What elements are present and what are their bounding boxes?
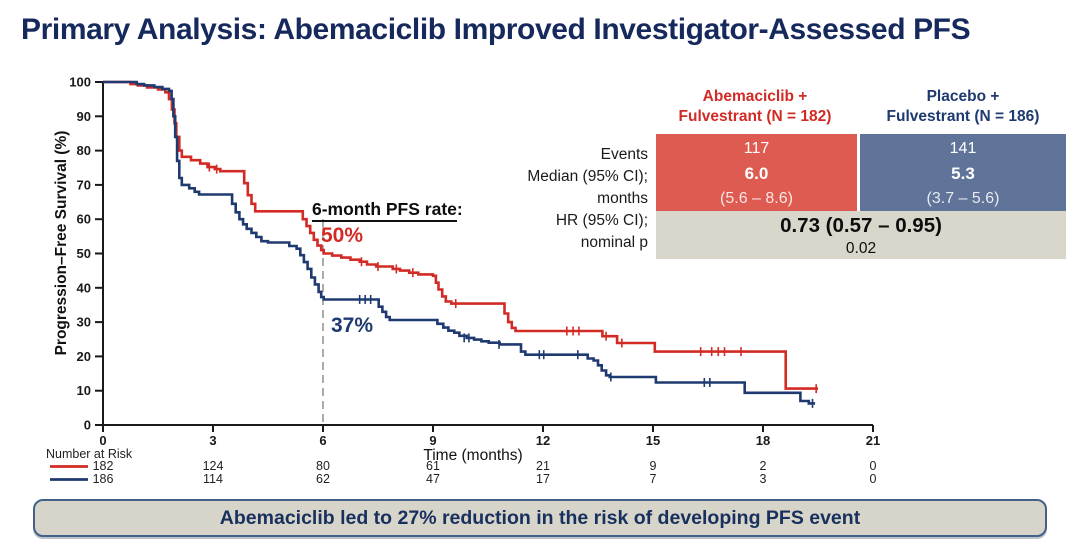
risk-count: 7 — [650, 472, 657, 486]
six-month-pfs-annotation: 6-month PFS rate: — [312, 199, 463, 222]
placebo-events: 141 — [949, 140, 977, 157]
conclusion-banner: Abemaciclib led to 27% reduction in the … — [33, 499, 1047, 537]
table-header-abemaciclib-line1: Abemaciclib + — [702, 88, 808, 105]
abemaciclib-data-cell: 117 6.0 (5.6 – 8.6) — [656, 134, 857, 211]
x-tick-label: 6 — [319, 433, 326, 448]
abemaciclib-median: 6.0 — [744, 164, 769, 183]
abemaciclib-events: 117 — [743, 140, 770, 157]
risk-count: 114 — [203, 472, 223, 486]
abemaciclib-median-ci: (5.6 – 8.6) — [720, 190, 793, 207]
risk-count: 17 — [536, 472, 550, 486]
placebo-median: 5.3 — [951, 164, 975, 183]
risk-count: 3 — [760, 472, 767, 486]
x-axis-title: Time (months) — [423, 447, 523, 464]
placebo-median-ci: (3.7 – 5.6) — [926, 190, 1000, 207]
x-tick-label: 21 — [866, 433, 880, 448]
x-tick-label: 15 — [646, 433, 660, 448]
row-label-events: Events — [600, 146, 648, 163]
y-tick-label: 30 — [77, 315, 91, 330]
number-at-risk-label: Number at Risk — [46, 447, 133, 461]
placebo-6mo-rate: 37% — [331, 314, 374, 337]
risk-count: 186 — [93, 472, 114, 486]
risk-count: 182 — [93, 459, 114, 473]
km-curve-placebo — [103, 80, 816, 405]
y-tick-label: 50 — [77, 246, 91, 261]
y-tick-label: 60 — [77, 212, 91, 227]
hazard-ratio-value: 0.73 (0.57 – 0.95) — [780, 214, 942, 237]
row-label-months: months — [597, 190, 648, 207]
table-header-placebo: Placebo + Fulvestrant (N = 186) — [860, 87, 1066, 127]
placebo-data-cell: 141 5.3 (3.7 – 5.6) — [860, 134, 1066, 211]
risk-count: 61 — [426, 459, 440, 473]
x-tick-label: 3 — [209, 433, 216, 448]
risk-count: 0 — [870, 459, 877, 473]
table-header-abemaciclib: Abemaciclib + Fulvestrant (N = 182) — [652, 87, 858, 127]
table-header-placebo-line2: Fulvestrant (N = 186) — [886, 108, 1040, 125]
nominal-p-value: 0.02 — [845, 240, 877, 257]
y-tick-label: 40 — [77, 280, 91, 295]
row-label-hr: HR (95% CI); — [555, 212, 648, 229]
x-tick-label: 0 — [99, 433, 106, 448]
table-row-labels: Events Median (95% CI); months HR (95% C… — [400, 144, 648, 254]
six-month-pfs-label: 6-month PFS rate — [312, 199, 457, 222]
y-tick-label: 90 — [77, 109, 91, 124]
row-label-median: Median (95% CI); — [527, 168, 648, 185]
risk-count: 2 — [760, 459, 767, 473]
table-header-abemaciclib-line2: Fulvestrant (N = 182) — [678, 108, 832, 125]
risk-count: 124 — [203, 459, 224, 473]
risk-count: 9 — [650, 459, 657, 473]
risk-count: 80 — [316, 459, 330, 473]
table-header-placebo-line1: Placebo + — [926, 88, 1000, 105]
risk-count: 0 — [870, 472, 877, 486]
x-tick-label: 12 — [536, 433, 550, 448]
row-label-nominal-p: nominal p — [580, 234, 648, 251]
abemaciclib-6mo-rate: 50% — [321, 224, 364, 247]
y-tick-label: 0 — [84, 418, 91, 433]
risk-count: 21 — [536, 459, 550, 473]
risk-count: 62 — [316, 472, 330, 486]
six-month-pfs-colon: : — [456, 199, 463, 219]
y-tick-label: 70 — [77, 177, 91, 192]
page-title: Primary Analysis: Abemaciclib Improved I… — [21, 13, 971, 46]
y-tick-label: 10 — [77, 383, 91, 398]
y-tick-label: 20 — [77, 349, 91, 364]
x-tick-label: 18 — [756, 433, 770, 448]
x-tick-label: 9 — [429, 433, 436, 448]
risk-count: 47 — [426, 472, 440, 486]
hazard-ratio-cell: 0.73 (0.57 – 0.95) 0.02 — [656, 211, 1066, 259]
y-axis-title: Progression–Free Survival (%) — [53, 130, 70, 356]
y-tick-label: 80 — [77, 143, 91, 158]
y-tick-label: 100 — [69, 75, 91, 90]
